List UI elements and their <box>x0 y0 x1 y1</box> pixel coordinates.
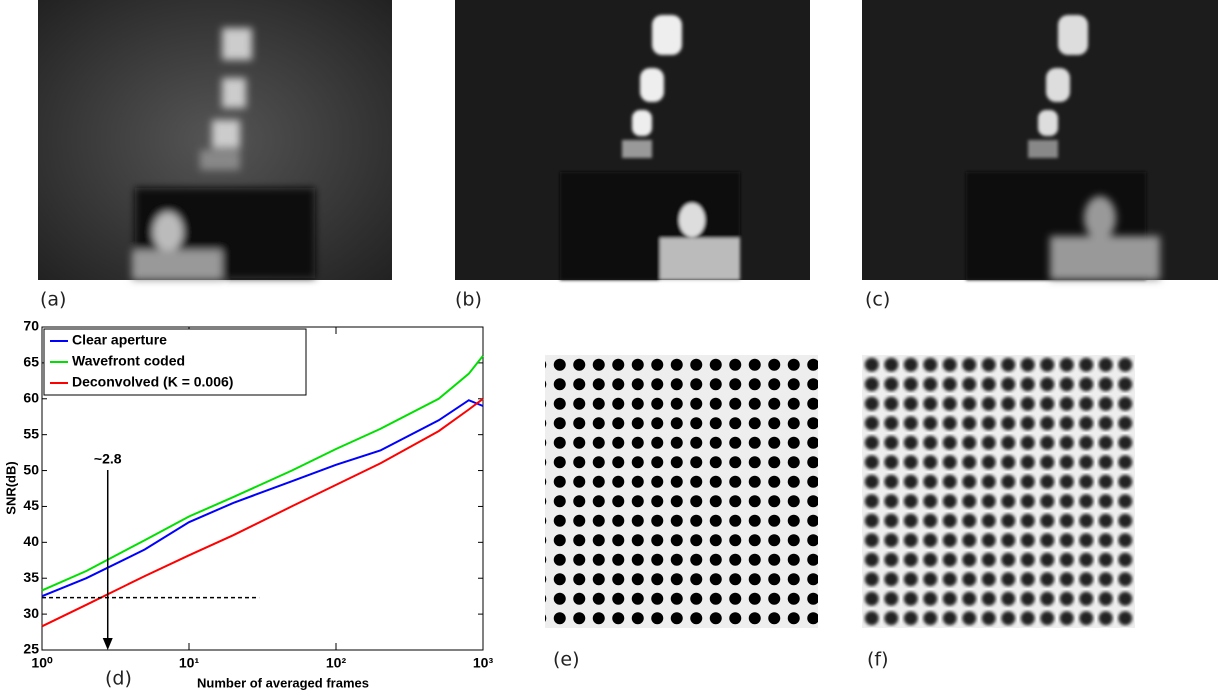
y-tick-label: 25 <box>23 641 39 657</box>
legend-label: Clear aperture <box>72 332 167 348</box>
series-line <box>41 399 484 598</box>
x-tick-label: 10¹ <box>179 655 200 671</box>
dot-grid-f <box>862 355 1135 628</box>
x-axis-label: Number of averaged frames <box>197 675 369 690</box>
y-tick-label: 55 <box>23 425 39 441</box>
panel-label: (e) <box>553 649 580 671</box>
series-line <box>41 398 484 628</box>
panel-label: (c) <box>865 289 890 311</box>
x-tick-label: 10² <box>326 655 347 671</box>
panel-label: (d) <box>105 668 132 690</box>
annotation-text: ~2.8 <box>94 451 122 467</box>
y-tick-label: 70 <box>23 318 39 334</box>
y-tick-label: 60 <box>23 389 39 405</box>
x-tick-label: 10⁰ <box>31 655 53 671</box>
y-tick-label: 45 <box>23 497 39 513</box>
legend-label: Deconvolved (K = 0.006) <box>72 374 233 390</box>
panel-label: (f) <box>867 649 889 671</box>
panel-label: (b) <box>455 289 482 311</box>
series-line <box>41 355 484 592</box>
y-tick-label: 50 <box>23 461 39 477</box>
y-tick-label: 40 <box>23 533 39 549</box>
y-tick-label: 65 <box>23 354 39 370</box>
thermal-image-b <box>455 0 810 280</box>
arrow-head <box>102 638 113 650</box>
thermal-image-c <box>862 0 1218 280</box>
legend-box <box>43 328 307 396</box>
y-tick-label: 35 <box>23 569 39 585</box>
x-tick-label: 10³ <box>473 655 494 671</box>
y-tick-label: 30 <box>23 605 39 621</box>
thermal-image-a <box>38 0 392 280</box>
legend-label: Wavefront coded <box>72 353 185 369</box>
panel-label: (a) <box>40 289 66 311</box>
dot-grid-e <box>545 355 818 628</box>
y-axis-label: SNR(dB) <box>3 461 18 514</box>
